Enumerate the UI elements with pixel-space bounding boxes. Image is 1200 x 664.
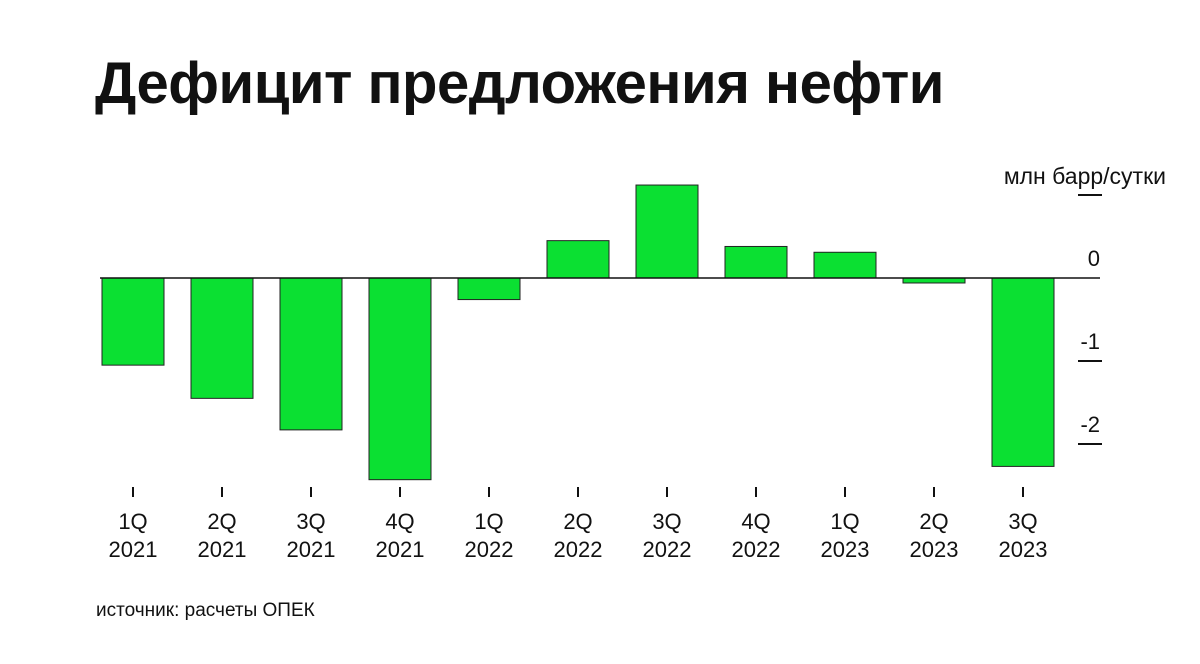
x-tick-label-quarter: 1Q xyxy=(474,509,503,534)
x-tick-label-quarter: 1Q xyxy=(118,509,147,534)
source-note: источник: расчеты ОПЕК xyxy=(96,600,315,621)
y-tick-label: -1 xyxy=(1080,329,1100,354)
chart-title: Дефицит предложения нефти xyxy=(95,51,944,116)
x-tick-label-quarter: 3Q xyxy=(1008,509,1037,534)
bar-4q-2022 xyxy=(724,245,788,279)
x-tick-label-quarter: 3Q xyxy=(652,509,681,534)
y-axis-unit-label: млн барр/сутки xyxy=(1003,163,1166,189)
x-tick-label-quarter: 1Q xyxy=(830,509,859,534)
x-tick-label-year: 2021 xyxy=(198,537,247,562)
x-tick-label-quarter: 2Q xyxy=(207,509,236,534)
bar-1q-2021 xyxy=(101,277,165,366)
bar-4q-2021 xyxy=(368,277,432,481)
x-tick-label-year: 2022 xyxy=(554,537,603,562)
x-tick-label-year: 2023 xyxy=(821,537,870,562)
x-tick-label-year: 2023 xyxy=(999,537,1048,562)
x-tick-label-year: 2023 xyxy=(910,537,959,562)
y-tick-label: 0 xyxy=(1088,246,1100,271)
x-tick-label-quarter: 2Q xyxy=(919,509,948,534)
x-tick-label-year: 2022 xyxy=(732,537,781,562)
y-tick-label: -2 xyxy=(1080,412,1100,437)
x-tick-label-year: 2021 xyxy=(376,537,425,562)
x-tick-label-quarter: 4Q xyxy=(741,509,770,534)
y-axis: 0 -1 -2 xyxy=(1078,194,1102,445)
x-tick-label-year: 2021 xyxy=(109,537,158,562)
x-tick-label-quarter: 2Q xyxy=(563,509,592,534)
x-tick-label-quarter: 3Q xyxy=(296,509,325,534)
bar-3q-2022 xyxy=(635,184,699,279)
bar-3q-2021 xyxy=(279,277,343,431)
x-tick-label-year: 2021 xyxy=(287,537,336,562)
x-tick-label-year: 2022 xyxy=(465,537,514,562)
x-tick-label-year: 2022 xyxy=(643,537,692,562)
x-axis: 1Q 2021 2Q 2021 3Q 2021 4Q 2021 1Q 2022 2Q 2022 3Q 20… xyxy=(109,487,1048,562)
bar-1q-2022 xyxy=(457,277,521,301)
bar-1q-2023 xyxy=(813,251,877,279)
bar-3q-2023 xyxy=(991,277,1055,467)
x-tick-label-quarter: 4Q xyxy=(385,509,414,534)
bars-layer xyxy=(101,184,1055,481)
bar-2q-2021 xyxy=(190,277,254,399)
bar-2q-2022 xyxy=(546,240,610,279)
